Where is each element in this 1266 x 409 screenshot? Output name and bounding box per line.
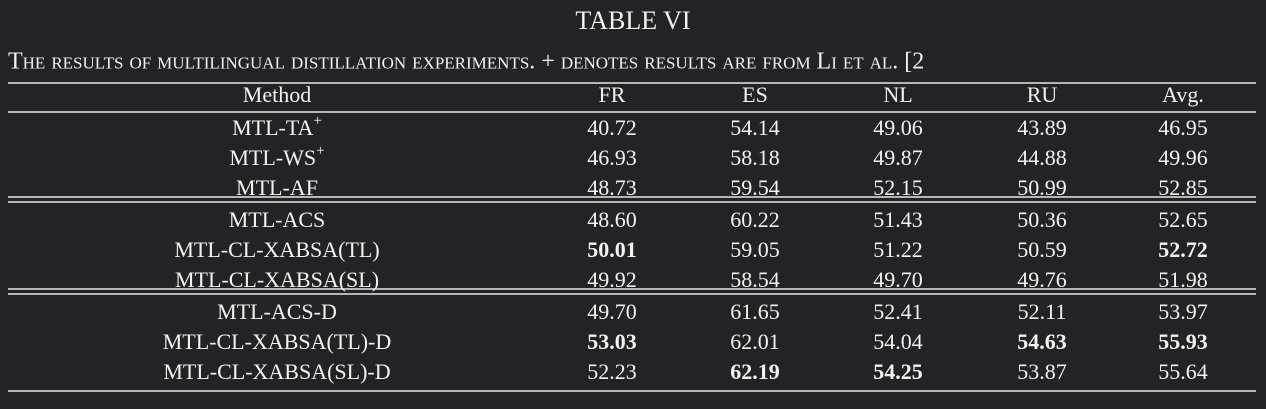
value-cell: 50.99 [1017, 175, 1067, 200]
value-cell: 48.60 [587, 207, 637, 232]
value-cell: 48.73 [587, 175, 637, 200]
method-name: MTL-CL-XABSA(TL)-D [163, 329, 392, 354]
value-cell: 46.95 [1158, 115, 1208, 140]
value-cell: 49.92 [587, 267, 637, 292]
value-cell: 53.87 [1017, 359, 1067, 384]
value-cell: 54.14 [730, 115, 780, 140]
value-cell: 46.93 [587, 145, 637, 170]
value-cell: 58.18 [730, 145, 780, 170]
superscript: + [316, 143, 324, 159]
value-cell: 52.65 [1158, 207, 1208, 232]
value-cell: 49.87 [873, 145, 923, 170]
method-cell: MTL-TA+ [232, 113, 322, 140]
value-cell: 53.97 [1158, 299, 1208, 324]
method-name: MTL-AF [236, 175, 318, 200]
value-cell: 52.72 [1158, 237, 1208, 262]
value-cell: 54.04 [873, 329, 923, 354]
value-cell: 44.88 [1017, 145, 1067, 170]
value-cell: 50.59 [1017, 237, 1067, 262]
value-cell: 50.01 [587, 237, 637, 262]
column-header: Avg. [1162, 82, 1204, 107]
method-cell: MTL-CL-XABSA(SL) [175, 267, 379, 292]
value-cell: 54.63 [1017, 329, 1067, 354]
value-cell: 49.96 [1158, 145, 1208, 170]
value-cell: 53.03 [587, 329, 637, 354]
value-cell: 52.11 [1018, 299, 1067, 324]
value-cell: 40.72 [587, 115, 637, 140]
column-header: NL [883, 82, 912, 107]
value-cell: 50.36 [1017, 207, 1067, 232]
column-header: RU [1027, 82, 1058, 107]
method-name: MTL-WS [229, 145, 316, 170]
value-cell: 51.98 [1158, 267, 1208, 292]
value-cell: 52.41 [873, 299, 923, 324]
method-name: MTL-ACS-D [217, 299, 337, 324]
value-cell: 52.85 [1158, 175, 1208, 200]
value-cell: 55.93 [1158, 329, 1208, 354]
method-cell: MTL-AF [236, 175, 318, 200]
value-cell: 49.76 [1017, 267, 1067, 292]
value-cell: 55.64 [1158, 359, 1208, 384]
value-cell: 51.43 [873, 207, 923, 232]
value-cell: 49.06 [873, 115, 923, 140]
column-header: FR [599, 82, 626, 107]
method-cell: MTL-ACS-D [217, 299, 337, 324]
method-cell: MTL-WS+ [229, 143, 324, 170]
value-cell: 60.22 [730, 207, 780, 232]
value-cell: 52.15 [873, 175, 923, 200]
method-cell: MTL-ACS [229, 207, 326, 232]
method-cell: MTL-CL-XABSA(TL) [174, 237, 379, 262]
value-cell: 49.70 [587, 299, 637, 324]
column-header: ES [742, 82, 768, 107]
method-name: MTL-CL-XABSA(TL) [174, 237, 379, 262]
value-cell: 54.25 [873, 359, 923, 384]
value-cell: 52.23 [587, 359, 637, 384]
value-cell: 61.65 [730, 299, 780, 324]
value-cell: 59.05 [730, 237, 780, 262]
value-cell: 49.70 [873, 267, 923, 292]
table-title: TABLE VI [575, 6, 690, 35]
value-cell: 62.19 [730, 359, 780, 384]
value-cell: 59.54 [730, 175, 780, 200]
method-name: MTL-CL-XABSA(SL) [175, 267, 379, 292]
value-cell: 51.22 [873, 237, 923, 262]
value-cell: 62.01 [730, 329, 780, 354]
method-name: MTL-CL-XABSA(SL)-D [163, 359, 390, 384]
table-caption: The results of multilingual distillation… [8, 49, 924, 75]
value-cell: 58.54 [730, 267, 780, 292]
column-header: Method [243, 82, 311, 107]
method-cell: MTL-CL-XABSA(TL)-D [163, 329, 392, 354]
superscript: + [313, 113, 321, 129]
method-name: MTL-ACS [229, 207, 326, 232]
method-name: MTL-TA [232, 115, 313, 140]
value-cell: 43.89 [1017, 115, 1067, 140]
method-cell: MTL-CL-XABSA(SL)-D [163, 359, 390, 384]
